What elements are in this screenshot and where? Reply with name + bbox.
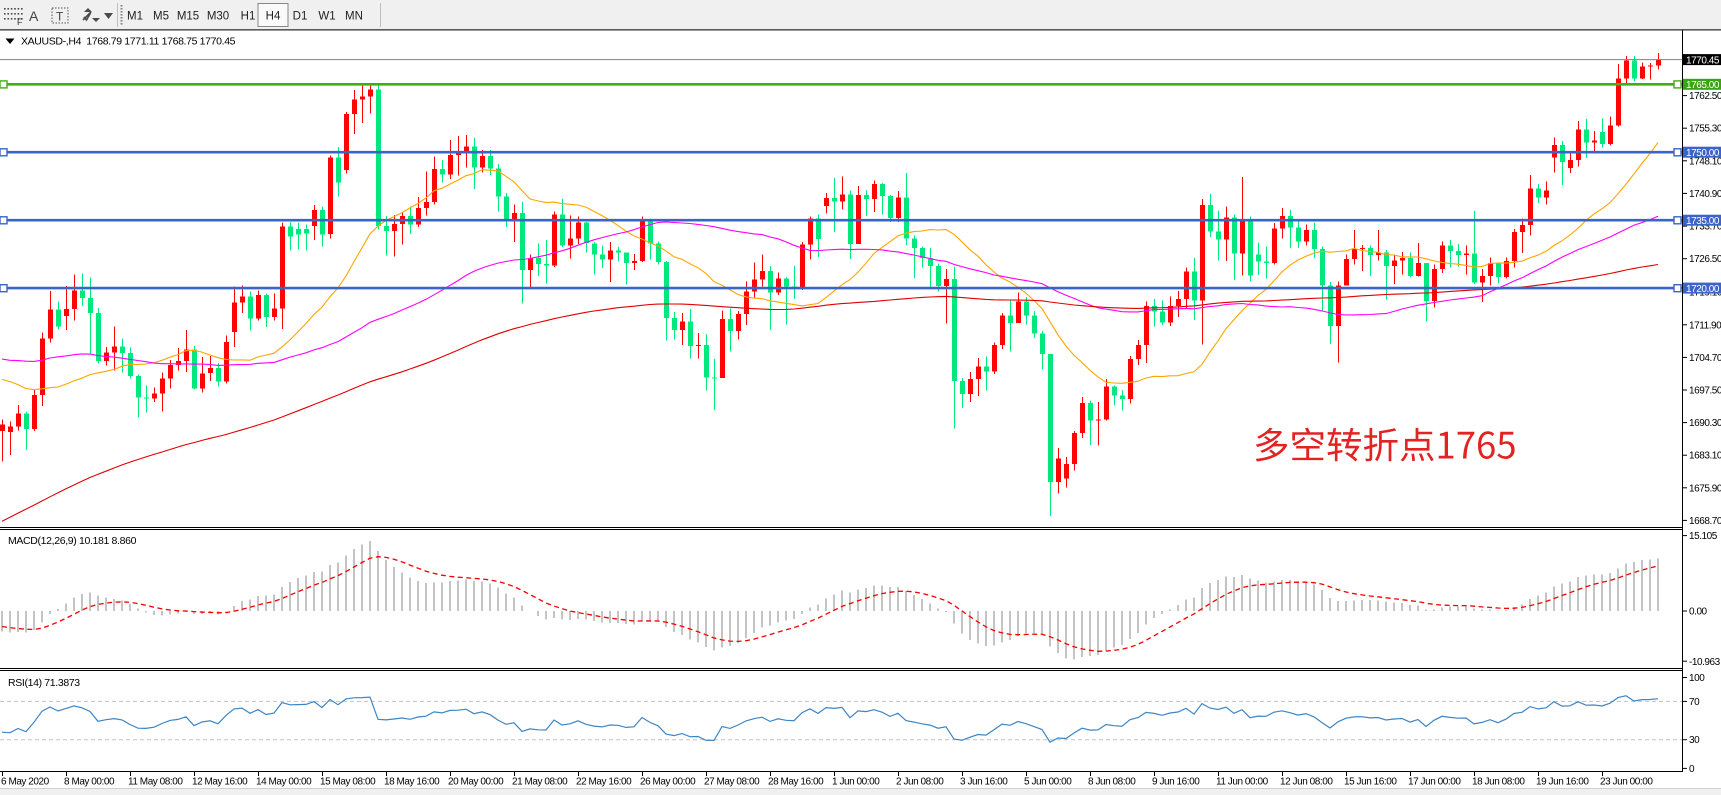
svg-text:1770.45: 1770.45 <box>1686 55 1720 66</box>
svg-text:2 Jun 08:00: 2 Jun 08:00 <box>896 777 944 788</box>
svg-text:1 Jun 00:00: 1 Jun 00:00 <box>832 777 880 788</box>
svg-text:D1: D1 <box>293 11 308 23</box>
svg-text:8 May 00:00: 8 May 00:00 <box>64 777 115 788</box>
svg-text:1675.90: 1675.90 <box>1689 483 1721 494</box>
svg-text:18 Jun 08:00: 18 Jun 08:00 <box>1472 777 1525 788</box>
svg-text:XAUUSD-,H4 1768.79 1771.11 17: XAUUSD-,H4 1768.79 1771.11 1768.75 1770.… <box>21 36 236 48</box>
svg-text:6 May 2020: 6 May 2020 <box>1 777 50 788</box>
svg-text:9 Jun 16:00: 9 Jun 16:00 <box>1152 777 1200 788</box>
svg-text:12 Jun 08:00: 12 Jun 08:00 <box>1280 777 1333 788</box>
svg-text:100: 100 <box>1689 673 1705 684</box>
svg-text:23 Jun 00:00: 23 Jun 00:00 <box>1600 777 1653 788</box>
svg-text:0: 0 <box>1689 764 1695 775</box>
svg-text:1683.10: 1683.10 <box>1689 451 1721 462</box>
svg-text:14 May 00:00: 14 May 00:00 <box>256 777 312 788</box>
svg-text:1740.90: 1740.90 <box>1689 189 1721 200</box>
svg-text:20 May 00:00: 20 May 00:00 <box>448 777 504 788</box>
svg-text:1765.00: 1765.00 <box>1686 80 1720 91</box>
svg-text:30: 30 <box>1689 735 1700 746</box>
svg-text:MACD(12,26,9) 10.181 8.860: MACD(12,26,9) 10.181 8.860 <box>8 535 137 547</box>
svg-text:MN: MN <box>345 11 363 23</box>
svg-text:1668.70: 1668.70 <box>1689 516 1721 527</box>
svg-text:1711.90: 1711.90 <box>1689 320 1721 331</box>
svg-text:22 May 16:00: 22 May 16:00 <box>576 777 632 788</box>
svg-text:M1: M1 <box>127 11 143 23</box>
svg-text:M15: M15 <box>177 11 199 23</box>
svg-text:1735.00: 1735.00 <box>1686 216 1720 227</box>
svg-text:1720.00: 1720.00 <box>1686 284 1720 295</box>
svg-text:17 Jun 00:00: 17 Jun 00:00 <box>1408 777 1461 788</box>
svg-text:11 Jun 00:00: 11 Jun 00:00 <box>1216 777 1269 788</box>
svg-text:27 May 08:00: 27 May 08:00 <box>704 777 760 788</box>
svg-text:5 Jun 00:00: 5 Jun 00:00 <box>1024 777 1072 788</box>
svg-text:28 May 16:00: 28 May 16:00 <box>768 777 824 788</box>
svg-text:15 May 08:00: 15 May 08:00 <box>320 777 376 788</box>
svg-text:15 Jun 16:00: 15 Jun 16:00 <box>1344 777 1397 788</box>
svg-text:1726.50: 1726.50 <box>1689 254 1721 265</box>
svg-text:1733.70: 1733.70 <box>1689 222 1721 233</box>
svg-text:18 May 16:00: 18 May 16:00 <box>384 777 440 788</box>
svg-text:-10.963: -10.963 <box>1689 657 1721 668</box>
svg-text:A: A <box>29 8 39 24</box>
svg-text:1697.50: 1697.50 <box>1689 386 1721 397</box>
svg-text:W1: W1 <box>318 11 335 23</box>
svg-text:11 May 08:00: 11 May 08:00 <box>128 777 183 788</box>
svg-text:H4: H4 <box>266 11 281 23</box>
svg-text:T: T <box>56 10 64 24</box>
svg-text:21 May 08:00: 21 May 08:00 <box>512 777 568 788</box>
svg-text:1690.30: 1690.30 <box>1689 418 1721 429</box>
svg-text:1755.30: 1755.30 <box>1689 124 1721 135</box>
svg-text:15.105: 15.105 <box>1689 531 1718 542</box>
svg-text:0.00: 0.00 <box>1689 607 1708 618</box>
svg-text:M30: M30 <box>207 11 229 23</box>
svg-text:70: 70 <box>1689 697 1700 708</box>
svg-text:19 Jun 16:00: 19 Jun 16:00 <box>1536 777 1589 788</box>
svg-text:1748.10: 1748.10 <box>1689 156 1721 167</box>
svg-text:8 Jun 08:00: 8 Jun 08:00 <box>1088 777 1136 788</box>
svg-text:H1: H1 <box>241 11 256 23</box>
svg-text:RSI(14) 71.3873: RSI(14) 71.3873 <box>8 677 80 689</box>
svg-text:12 May 16:00: 12 May 16:00 <box>192 777 248 788</box>
svg-text:26 May 00:00: 26 May 00:00 <box>640 777 696 788</box>
svg-text:M5: M5 <box>153 11 169 23</box>
svg-text:1762.50: 1762.50 <box>1689 91 1721 102</box>
svg-text:1704.70: 1704.70 <box>1689 353 1721 364</box>
svg-text:1750.00: 1750.00 <box>1686 148 1720 159</box>
svg-text:3 Jun 16:00: 3 Jun 16:00 <box>960 777 1008 788</box>
svg-text:F: F <box>17 17 23 27</box>
